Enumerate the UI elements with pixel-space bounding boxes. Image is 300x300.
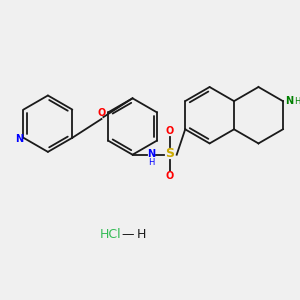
Text: N: N <box>15 134 23 144</box>
Text: HCl: HCl <box>100 228 122 241</box>
Text: N: N <box>147 149 155 159</box>
Text: S: S <box>166 147 175 160</box>
Text: O: O <box>166 171 174 181</box>
Text: —: — <box>122 228 134 241</box>
Text: H: H <box>294 97 300 106</box>
Text: O: O <box>166 126 174 136</box>
Text: H: H <box>136 228 146 241</box>
Text: O: O <box>98 108 106 118</box>
Text: N: N <box>285 96 293 106</box>
Text: H: H <box>148 158 154 167</box>
